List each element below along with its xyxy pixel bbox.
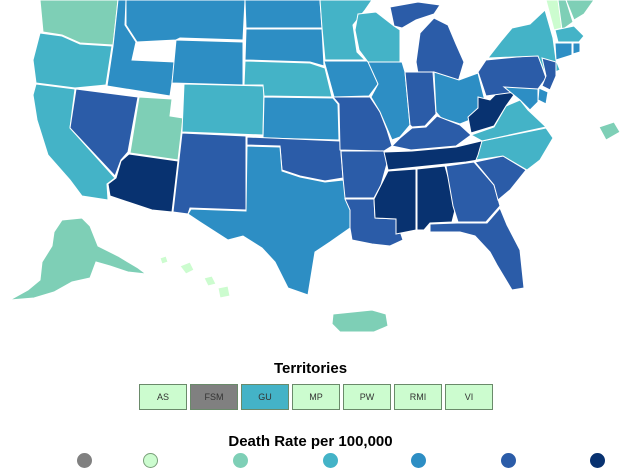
legend-swatch-bin3[interactable]: [323, 453, 338, 468]
state-MI-lower[interactable]: [415, 17, 465, 86]
us-choropleth-map: [9, 0, 621, 333]
territory-button-fsm[interactable]: FSM: [190, 384, 238, 410]
territory-button-as[interactable]: AS: [139, 384, 187, 410]
territory-button-gu[interactable]: GU: [241, 384, 289, 410]
state-TX[interactable]: [187, 145, 351, 296]
legend-swatch-no-data[interactable]: [77, 453, 92, 468]
state-MS[interactable]: [373, 168, 417, 235]
state-WY[interactable]: [171, 39, 244, 86]
territory-button-pw[interactable]: PW: [343, 384, 391, 410]
legend-color-scale: [0, 452, 621, 470]
state-WA[interactable]: [39, 0, 119, 46]
state-KY[interactable]: [390, 115, 472, 151]
state-ME[interactable]: [565, 0, 595, 21]
state-NV[interactable]: [69, 88, 139, 177]
state-CO[interactable]: [181, 83, 265, 136]
territory-button-mp[interactable]: MP: [292, 384, 340, 410]
state-MI[interactable]: [389, 1, 441, 29]
legend-swatch-bin5[interactable]: [501, 453, 516, 468]
state-AZ[interactable]: [107, 153, 179, 213]
territories-title: Territories: [273, 360, 348, 377]
state-DC[interactable]: [598, 121, 621, 141]
state-ND[interactable]: [244, 0, 323, 29]
state-OR[interactable]: [32, 32, 113, 89]
legend-swatch-bin4[interactable]: [411, 453, 426, 468]
state-NJ[interactable]: [541, 57, 557, 91]
state-IL[interactable]: [367, 61, 411, 141]
state-IN[interactable]: [404, 71, 437, 128]
state-PR[interactable]: [331, 309, 389, 333]
state-NE[interactable]: [243, 60, 333, 98]
state-SD[interactable]: [244, 28, 325, 67]
legend-title: Death Rate per 100,000: [228, 433, 393, 450]
state-AK[interactable]: [9, 217, 148, 301]
territory-button-rmi[interactable]: RMI: [394, 384, 442, 410]
state-DE[interactable]: [537, 87, 549, 105]
legend-swatch-bin6[interactable]: [590, 453, 605, 468]
state-MT[interactable]: [125, 0, 246, 43]
legend-swatch-bin2[interactable]: [233, 453, 248, 468]
state-KS[interactable]: [262, 96, 340, 141]
state-MD[interactable]: [502, 86, 539, 111]
territory-button-vi[interactable]: VI: [445, 384, 493, 410]
state-NM[interactable]: [172, 132, 247, 215]
state-NH[interactable]: [557, 0, 574, 31]
state-HI[interactable]: [159, 255, 231, 299]
state-FL[interactable]: [429, 207, 525, 291]
territory-button-row: AS FSM GU MP PW RMI VI: [139, 384, 493, 412]
state-UT[interactable]: [129, 96, 184, 161]
legend-swatch-bin1[interactable]: [143, 453, 158, 468]
state-CT[interactable]: [554, 42, 573, 61]
state-GA[interactable]: [445, 161, 501, 223]
state-RI[interactable]: [572, 42, 581, 55]
state-MA[interactable]: [554, 25, 585, 43]
